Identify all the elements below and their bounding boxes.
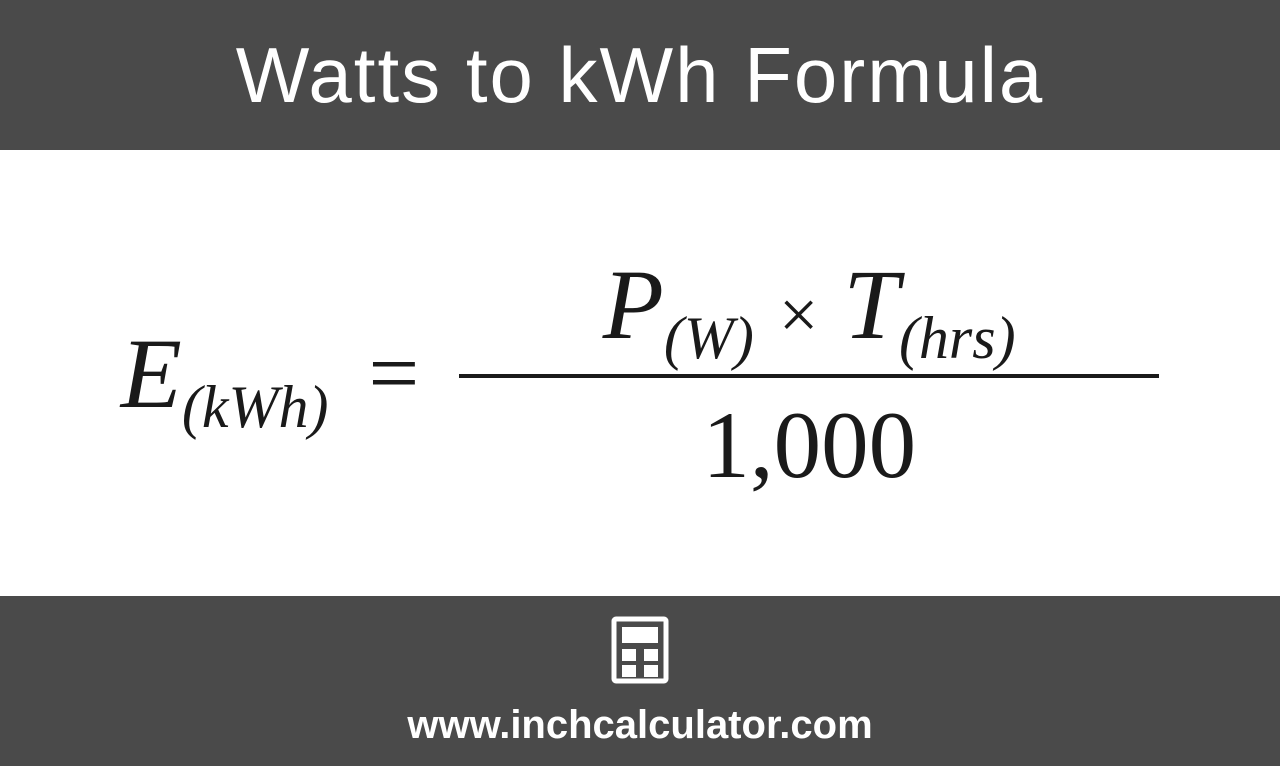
- footer-url: www.inchcalculator.com: [407, 703, 872, 748]
- title-bar: Watts to kWh Formula: [0, 0, 1280, 150]
- formula-container: E (kWh) = P (W) × T (hrs) 1,000: [0, 150, 1280, 596]
- num-sub2: (hrs): [899, 304, 1016, 373]
- num-var1: P: [603, 247, 664, 362]
- footer-bar: www.inchcalculator.com: [0, 596, 1280, 766]
- fraction-denominator: 1,000: [702, 378, 916, 500]
- lhs-variable: E: [121, 316, 182, 431]
- formula-fraction: P (W) × T (hrs) 1,000: [459, 247, 1159, 500]
- page-title: Watts to kWh Formula: [236, 30, 1045, 121]
- lhs-subscript: (kWh): [182, 373, 329, 442]
- times-sign: ×: [779, 276, 818, 356]
- equals-sign: =: [368, 322, 419, 425]
- formula-lhs: E (kWh): [121, 316, 329, 431]
- num-sub1: (W): [664, 304, 754, 373]
- calculator-icon: [610, 615, 670, 685]
- fraction-numerator: P (W) × T (hrs): [603, 247, 1016, 374]
- formula-equation: E (kWh) = P (W) × T (hrs) 1,000: [121, 247, 1159, 500]
- num-var2: T: [843, 247, 899, 362]
